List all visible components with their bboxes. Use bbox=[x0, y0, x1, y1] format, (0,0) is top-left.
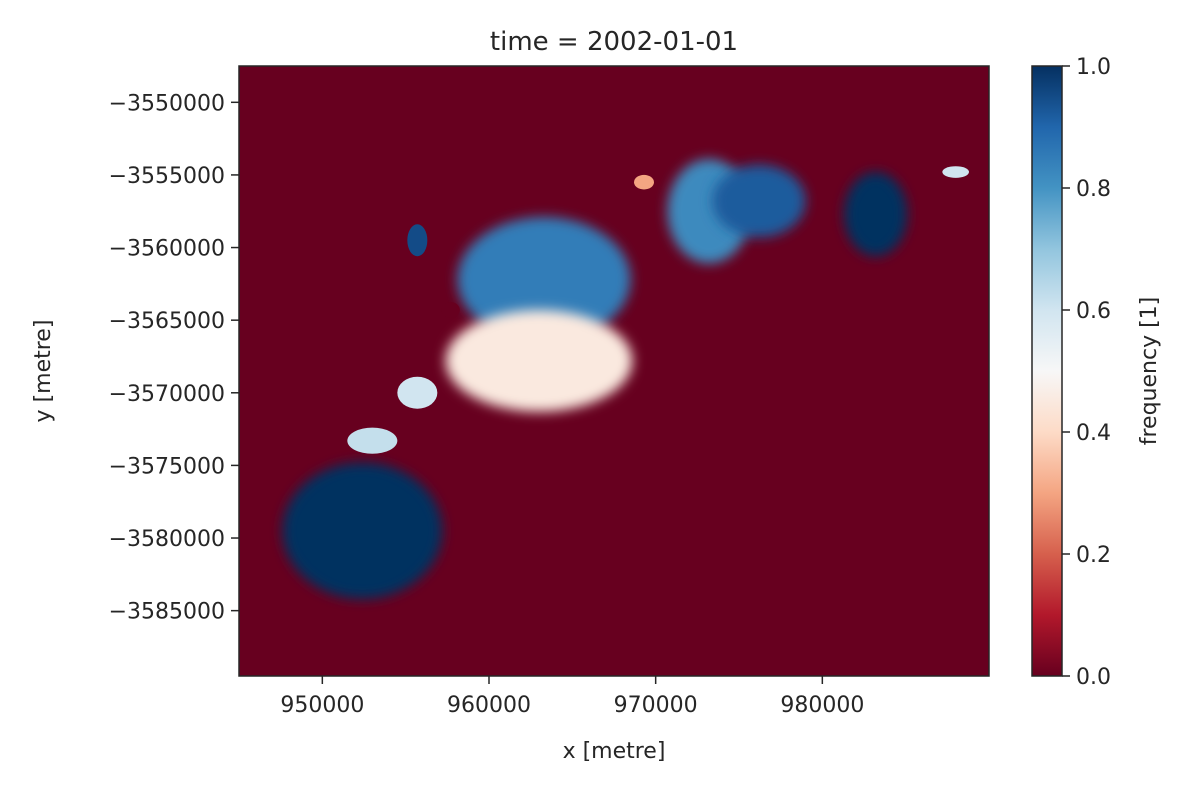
colorbar-tick-label: 0.6 bbox=[1076, 299, 1111, 324]
y-tick-label: −3550000 bbox=[109, 91, 225, 116]
colorbar-gradient bbox=[1032, 66, 1062, 676]
x-tick-label: 960000 bbox=[447, 693, 531, 718]
plot-frame bbox=[238, 65, 990, 677]
colorbar-tick-label: 0.8 bbox=[1076, 177, 1111, 202]
y-tick-label: −3560000 bbox=[109, 237, 225, 262]
colorbar-tick-label: 0.0 bbox=[1076, 665, 1111, 690]
colorbar-label: frequency [1] bbox=[1137, 297, 1162, 446]
y-tick-label: −3580000 bbox=[109, 527, 225, 552]
region-lake-central-top bbox=[457, 217, 631, 342]
colorbar-tick-label: 0.2 bbox=[1076, 543, 1111, 568]
region-pond-northwest bbox=[407, 224, 428, 257]
region-lake-southwest bbox=[282, 462, 443, 600]
x-axis: 950000 960000 970000 980000 bbox=[280, 676, 864, 718]
region-lake-east bbox=[844, 172, 908, 257]
y-tick-label: −3585000 bbox=[109, 600, 225, 625]
y-axis-label: y [metre] bbox=[31, 320, 56, 423]
x-tick-label: 980000 bbox=[780, 693, 864, 718]
x-tick-label: 970000 bbox=[614, 693, 698, 718]
y-tick-label: −3575000 bbox=[109, 454, 225, 479]
region-pond-small-north bbox=[634, 174, 654, 190]
colorbar-frame bbox=[1031, 65, 1063, 677]
y-tick-label: −3570000 bbox=[109, 382, 225, 407]
colorbar-tick-label: 1.0 bbox=[1076, 55, 1111, 80]
colorbar: 0.0 0.2 0.4 0.6 0.8 1.0 frequency [1] bbox=[1031, 55, 1162, 690]
y-tick-label: −3565000 bbox=[109, 309, 225, 334]
x-axis-label: x [metre] bbox=[563, 739, 666, 764]
colorbar-tick-label: 0.4 bbox=[1076, 421, 1111, 446]
region-lake-central-bottom bbox=[445, 310, 633, 412]
region-lake-southwest-north-rim bbox=[347, 427, 398, 454]
region-pond-northeast-corner bbox=[942, 166, 970, 178]
chart-title: time = 2002-01-01 bbox=[490, 27, 738, 57]
region-pond-west bbox=[397, 376, 438, 409]
region-island-central bbox=[441, 302, 460, 318]
y-tick-label: −3555000 bbox=[109, 164, 225, 189]
region-lake-northeast-east-lobe bbox=[712, 164, 806, 238]
y-axis: −3550000 −3555000 −3560000 −3565000 −3570000… bbox=[109, 91, 239, 625]
x-tick-label: 950000 bbox=[280, 693, 364, 718]
plot-area bbox=[238, 65, 990, 677]
